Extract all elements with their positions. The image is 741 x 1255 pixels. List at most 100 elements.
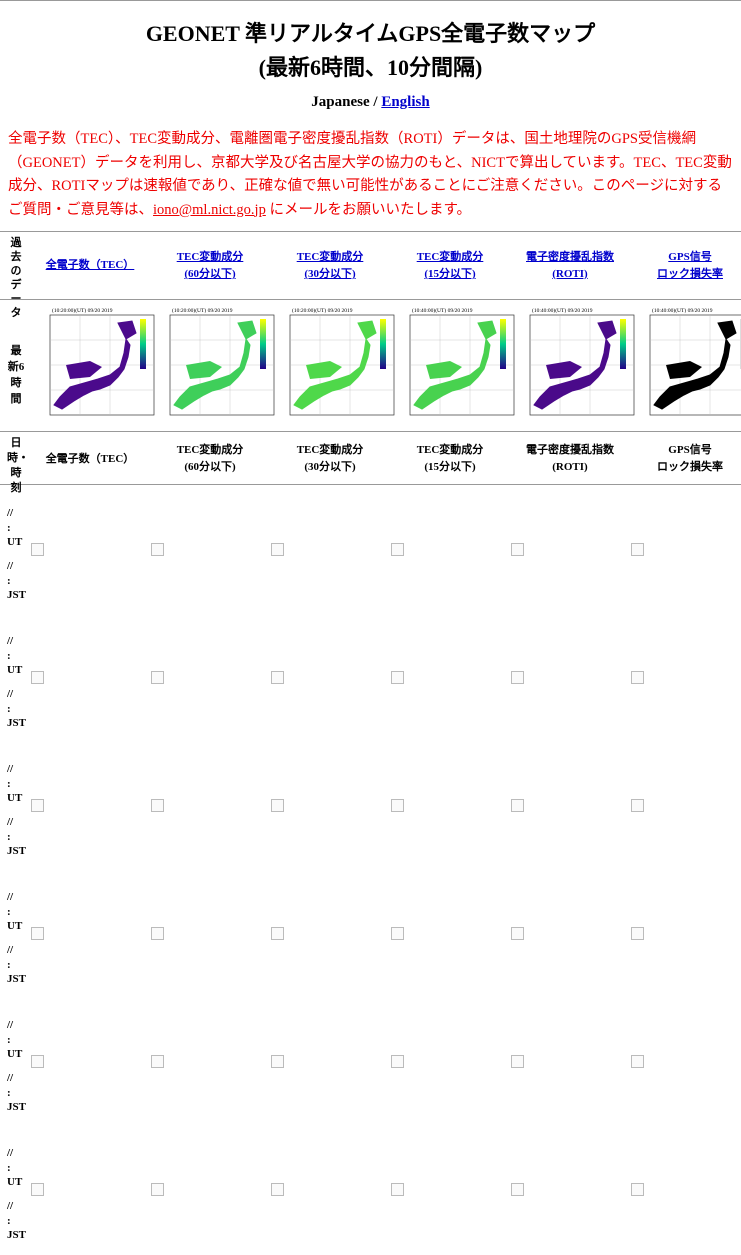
row-time-text: : [7,831,11,843]
broken-image [391,799,404,812]
row-time-text: : [7,1034,11,1046]
link-line[interactable]: (ROTI) [552,268,588,280]
broken-image [31,1183,44,1196]
row-time-text: JST [7,845,26,857]
broken-image [271,927,284,940]
broken-image [271,1183,284,1196]
row-time-text: // [7,1072,14,1084]
row-time-text: : [7,1215,11,1227]
row-time-text: : [7,650,11,662]
broken-image [271,799,284,812]
header-line: (ROTI) [552,461,588,473]
row-time-text: // [7,507,14,519]
link-line[interactable]: 電子密度擾乱指数 [526,251,614,263]
row-time-text: UT [7,664,23,676]
column-link: TEC変動成分 (60分以下) [150,249,270,283]
intro-text: にメールをお願いいたします。 [265,201,472,218]
link-line[interactable]: GPS信号 [668,251,712,263]
intro: 全電子数（TEC）、TEC変動成分、電離圏電子密度擾乱指数（ROTI）データは、… [8,128,736,222]
broken-image [271,1055,284,1068]
header-line: TEC変動成分 [296,444,364,456]
row-time-text: // [7,816,14,828]
broken-image [511,799,524,812]
header-line: 全電子数（TEC） [45,453,135,465]
broken-image [391,671,404,684]
map-image: (10:20:00)(UT) 09/20 2019 [49,307,155,416]
row-time-text: UT [7,1048,23,1060]
time-label: 日時・時刻 [7,437,29,494]
broken-image [631,1183,644,1196]
link-line[interactable]: (15分以下) [424,268,476,280]
broken-image [391,1183,404,1196]
intro-text: 全電子数（TEC）、TEC変動成分、電離圏電子密度擾乱指数（ROTI）データは、… [8,131,732,218]
broken-image [271,671,284,684]
column-header: TEC変動成分 (15分以下) [390,442,510,476]
row-time-text: UT [7,920,23,932]
broken-image [511,671,524,684]
broken-image [271,543,284,556]
row-time-text: JST [7,717,26,729]
link-line[interactable]: TEC変動成分 [296,251,364,263]
link-line[interactable]: 全電子数（TEC） [45,259,135,271]
broken-image [631,799,644,812]
broken-image [151,927,164,940]
link-line[interactable]: ロック損失率 [657,268,723,280]
title: GEONET 準リアルタイムGPS全電子数マップ [145,21,596,46]
column-header: 電子密度擾乱指数 (ROTI) [510,442,630,476]
english-link[interactable]: English [381,94,430,110]
column-link: GPS信号ロック損失率 [630,249,741,283]
row-time-text: UT [7,1176,23,1188]
language-switch: Japanese / English [0,94,741,111]
language-current: Japanese / [311,94,378,110]
column-header: TEC変動成分 (30分以下) [270,442,390,476]
map-image: (10:20:00)(UT) 09/20 2019 [289,307,395,416]
map-image: (10:20:00)(UT) 09/20 2019 [169,307,275,416]
row-time-text: // [7,688,14,700]
email-link[interactable]: iono@ml.nict.go.jp [153,201,266,218]
row-time-text: JST [7,973,26,985]
map-title: (10:40:00)(UT) 09/20 2019 [532,307,593,314]
header-line: (30分以下) [304,461,356,473]
subtitle: (最新6時間、10分間隔) [258,55,483,80]
map-title: (10:40:00)(UT) 09/20 2019 [652,307,713,314]
row-border [0,231,741,232]
row-time-text: : [7,906,11,918]
link-line[interactable]: (30分以下) [304,268,356,280]
broken-image [31,927,44,940]
broken-image [391,927,404,940]
broken-image [151,671,164,684]
broken-image [31,1055,44,1068]
link-line[interactable]: (60分以下) [184,268,236,280]
row-time-text: // [7,944,14,956]
row-time-text: : [7,778,11,790]
row-time-text: // [7,1147,14,1159]
map-image: (10:40:00)(UT) 09/20 2019 [649,307,741,416]
broken-image [631,671,644,684]
broken-image [151,799,164,812]
header-line: TEC変動成分 [416,444,484,456]
link-line[interactable]: TEC変動成分 [416,251,484,263]
broken-image [631,1055,644,1068]
header-line: ロック損失率 [657,461,723,473]
broken-image [31,671,44,684]
row-time-text: // [7,1019,14,1031]
row-time-text: : [7,575,11,587]
column-header: TEC変動成分 (60分以下) [150,442,270,476]
broken-image [511,927,524,940]
broken-image [631,927,644,940]
broken-image [31,543,44,556]
column-link: TEC変動成分 (30分以下) [270,249,390,283]
top-border [0,0,741,1]
row-time-text: JST [7,589,26,601]
latest-label: 最新6時間 [7,345,25,405]
broken-image [151,1183,164,1196]
past-data-label: 過去のデータ [10,237,22,319]
map-title: (10:20:00)(UT) 09/20 2019 [292,307,353,314]
link-line[interactable]: TEC変動成分 [176,251,244,263]
column-link: TEC変動成分 (15分以下) [390,249,510,283]
broken-image [631,543,644,556]
header-line: 電子密度擾乱指数 [526,444,614,456]
broken-image [391,543,404,556]
row-border [0,431,741,432]
